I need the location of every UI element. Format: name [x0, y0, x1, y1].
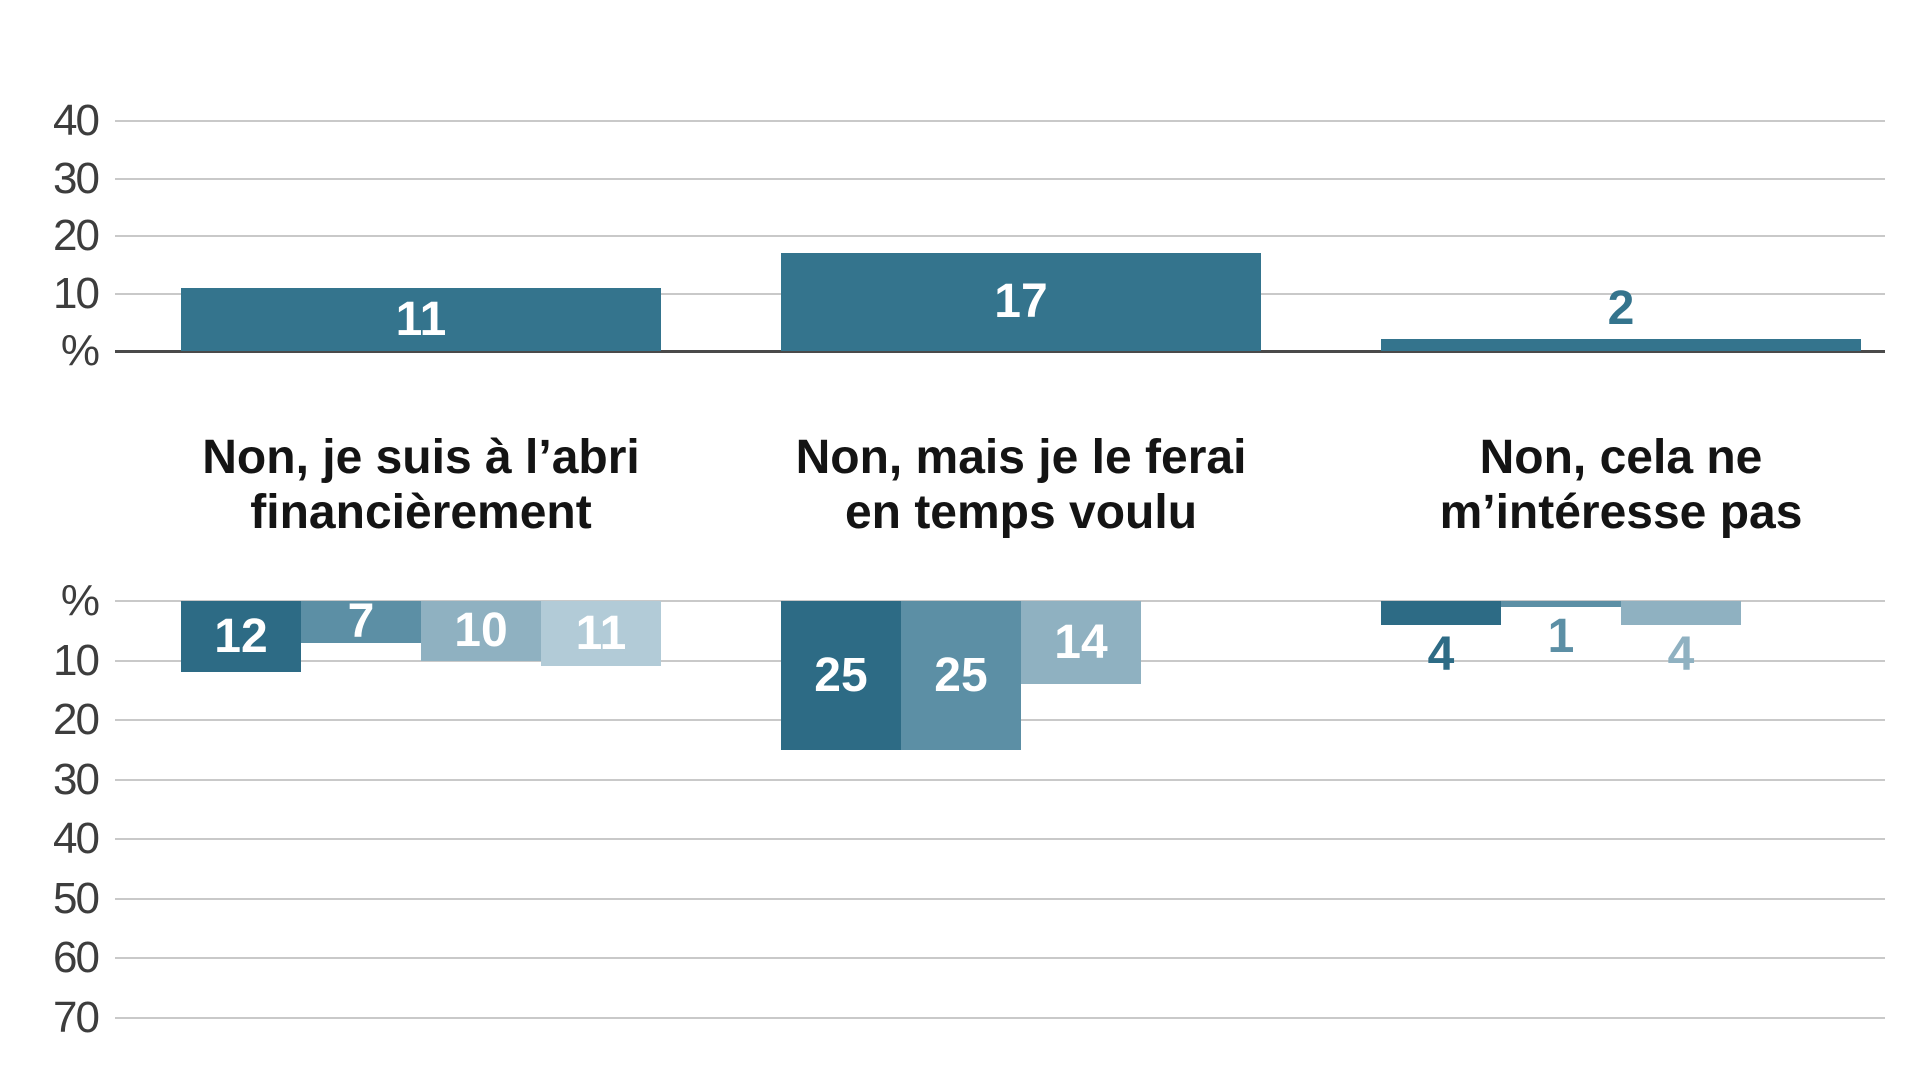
- top-bar-value-1: 11: [395, 293, 447, 346]
- top-axis-label-40: 40: [53, 96, 100, 145]
- bottom-bar-c3-s3: [1621, 601, 1741, 625]
- bottom-axis-label-30: 30: [53, 754, 100, 804]
- top-bar-value-3: 2: [1607, 282, 1635, 335]
- bottom-axis-label-10: 10: [53, 635, 100, 685]
- bottom-gridline-40: [115, 838, 1885, 840]
- bottom-axis-label-20: 20: [53, 695, 100, 744]
- top-bar-3: [1381, 339, 1861, 351]
- top-axis-label-10: 10: [53, 268, 100, 318]
- bottom-axis-label-50: 50: [53, 873, 100, 923]
- bottom-gridline-50: [115, 897, 1885, 900]
- category-label-3: Non, cela ne m’intéresse pas: [1439, 431, 1803, 540]
- bottom-bar-c1-s1: [181, 601, 301, 672]
- bottom-bar-c3-s1: [1381, 601, 1501, 625]
- category-label-1: Non, je suis à l’abri financièrement: [202, 431, 640, 540]
- top-gridline-30: [115, 177, 1885, 180]
- bottom-bar-value-c2-s1: 25: [814, 649, 868, 702]
- bottom-bar-value-c1-s3: 10: [454, 604, 508, 657]
- bottom-bar-value-c3-s3: 4: [1667, 628, 1695, 681]
- bottom-bar-value-c3-s2: 1: [1547, 610, 1575, 663]
- bottom-bar-value-c3-s1: 4: [1427, 628, 1455, 681]
- bottom-gridline-30: [115, 778, 1885, 781]
- bottom-bar-c1-s2: [301, 601, 421, 643]
- bottom-bar-value-c1-s4: 11: [575, 607, 627, 660]
- bottom-bar-c1-s4: [541, 601, 661, 666]
- top-gridline-20: [115, 235, 1885, 237]
- top-axis-label-30: 30: [53, 153, 100, 203]
- bottom-gridline-70: [115, 1016, 1885, 1019]
- bottom-bar-c1-s3: [421, 601, 541, 661]
- bottom-axis-label-%: %: [60, 576, 100, 625]
- bottom-bar-c2-s2: [901, 601, 1021, 750]
- bottom-gridline-60: [115, 957, 1885, 959]
- bottom-axis-label-60: 60: [53, 933, 100, 982]
- top-gridline-0: [115, 349, 1885, 353]
- bottom-axis-label-40: 40: [53, 814, 100, 863]
- bottom-axis-label-70: 70: [53, 992, 100, 1042]
- bottom-bar-value-c1-s1: 12: [214, 610, 268, 663]
- bottom-bar-c2-s3: [1021, 601, 1141, 684]
- top-axis-label-20: 20: [53, 211, 100, 260]
- bottom-bar-c2-s1: [781, 601, 901, 750]
- top-bar-2: [781, 253, 1261, 351]
- bottom-bar-value-c2-s3: 14: [1054, 616, 1108, 669]
- bottom-bar-c3-s2: [1501, 601, 1621, 607]
- top-gridline-40: [115, 120, 1885, 122]
- top-bar-1: [181, 288, 661, 351]
- bottom-bar-value-c2-s2: 25: [934, 649, 988, 702]
- category-label-2: Non, mais je le ferai en temps voulu: [795, 431, 1247, 540]
- top-bar-value-2: 17: [994, 275, 1048, 328]
- top-axis-label-%: %: [60, 326, 100, 375]
- bottom-bar-value-c1-s2: 7: [347, 595, 375, 648]
